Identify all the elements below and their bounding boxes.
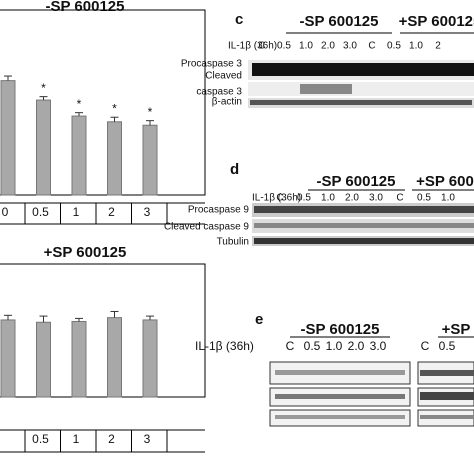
lane-label: 3.0: [369, 193, 383, 204]
lane-label: 0.5: [387, 41, 401, 52]
bar: [0, 80, 16, 196]
group-label: +SP 600125: [399, 13, 474, 30]
lane-label: C: [396, 193, 403, 204]
lane-label: C: [286, 339, 295, 353]
x-tick-label: 2: [108, 205, 115, 219]
lane-label: 0.5: [439, 339, 456, 353]
bar: [142, 124, 158, 196]
bar: [71, 320, 87, 398]
plot-frame: [0, 263, 206, 398]
x-tick-label: 0: [2, 205, 9, 219]
chart-title: -SP 600125: [46, 0, 125, 15]
lane-label: 1.0: [299, 41, 313, 52]
x-tick-label: 3: [144, 205, 151, 219]
lane-label: 3.0: [343, 41, 357, 52]
row-label: Tubulin: [217, 237, 249, 248]
panel-letter: c: [235, 11, 243, 28]
row-label: caspase 3: [196, 87, 242, 98]
bar: [107, 317, 122, 398]
chart-title: +SP 600125: [44, 244, 127, 261]
x-tick-label: 1: [73, 205, 80, 219]
group-label: +SP: [442, 321, 471, 338]
lane-label: C: [421, 339, 430, 353]
lane-label: 1.0: [441, 193, 455, 204]
row-label: Cleaved caspase 9: [164, 222, 249, 233]
lane-label: 2.0: [348, 339, 365, 353]
significance: *: [112, 101, 117, 115]
lane-label: 0.5: [277, 41, 291, 52]
bar: [71, 115, 87, 196]
group-label: -SP 600125: [300, 13, 379, 30]
treatment-label: IL-1β (36h): [228, 41, 277, 52]
significance: *: [148, 105, 153, 119]
lane-label: 1.0: [326, 339, 343, 353]
group-label: -SP 600125: [317, 173, 396, 190]
group-label: -SP 600125: [301, 321, 380, 338]
treatment-label: IL-1β (36h): [252, 193, 301, 204]
x-tick-label: 3: [144, 432, 151, 446]
lane-label: C: [276, 193, 283, 204]
panel-letter: d: [230, 161, 239, 178]
blots: [248, 32, 474, 427]
x-tick-label: 0.5: [32, 432, 49, 446]
bar: [36, 321, 51, 398]
row-label: Cleaved: [205, 71, 242, 82]
lane-label: 1.0: [409, 41, 423, 52]
lane-label: 2.0: [321, 41, 335, 52]
row-label: β-actin: [212, 97, 242, 108]
treatment-label: IL-1β (36h): [195, 339, 254, 353]
lane-label: 1.0: [321, 193, 335, 204]
lane-label: 0.5: [304, 339, 321, 353]
bar: [107, 121, 122, 196]
significance: *: [77, 97, 82, 111]
lane-label: 0.5: [417, 193, 431, 204]
x-tick-label: 0.5: [32, 205, 49, 219]
plot-frame: [0, 9, 206, 196]
panel-letter: e: [255, 311, 263, 328]
lane-label: C: [368, 41, 375, 52]
bar: [0, 319, 16, 398]
lane-label: 0.5: [297, 193, 311, 204]
bar: [142, 319, 158, 398]
lane-label: 2: [435, 41, 441, 52]
x-tick-label: 1: [73, 432, 80, 446]
row-label: Procaspase 9: [188, 205, 250, 216]
significance: *: [41, 81, 46, 95]
lane-label: C: [258, 41, 265, 52]
group-label: +SP 600: [416, 173, 474, 190]
bar: [36, 99, 51, 196]
lane-label: 3.0: [370, 339, 387, 353]
row-label: Procaspase 3: [181, 59, 243, 70]
x-tick-label: 2: [108, 432, 115, 446]
lane-label: 2.0: [345, 193, 359, 204]
